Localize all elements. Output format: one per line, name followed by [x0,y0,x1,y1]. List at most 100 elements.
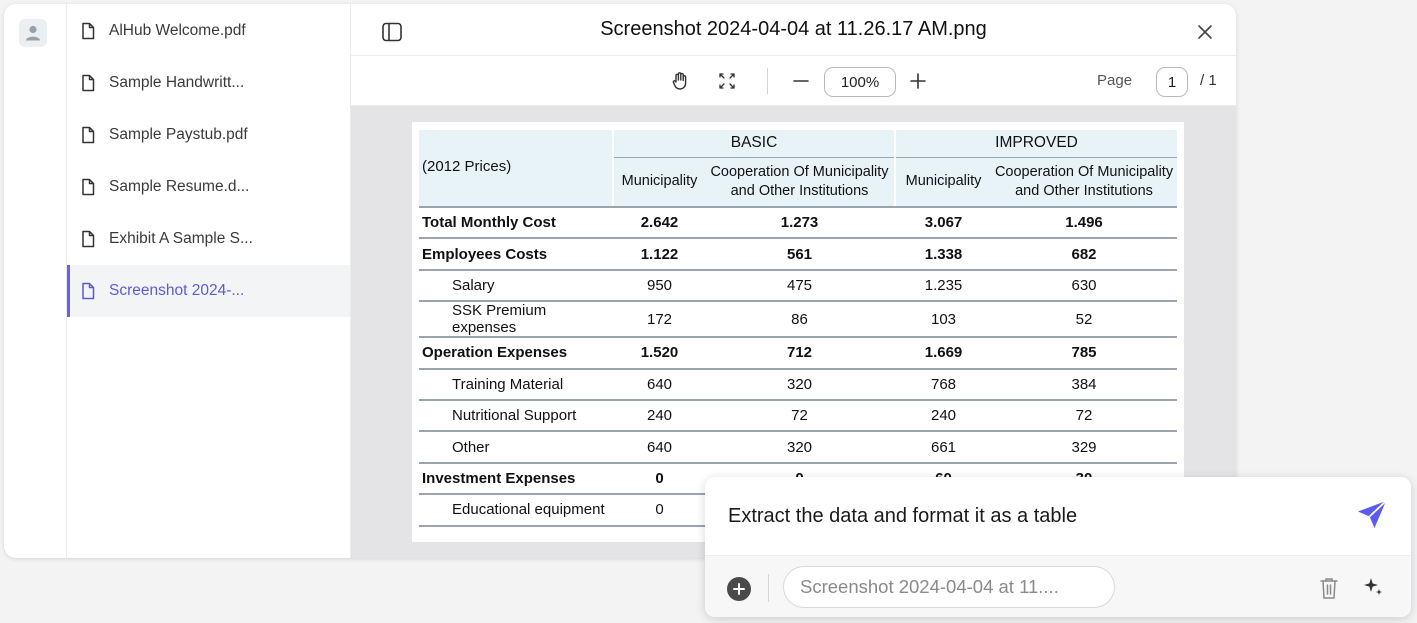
file-name: Sample Paystub.pdf [109,126,248,143]
table-cell: 384 [991,368,1178,401]
table-cell: 52 [991,301,1178,339]
table-cell: 640 [613,431,705,464]
table-row: Employees Costs 1.122 561 1.338 682 [419,238,1178,271]
table-subheader: Municipality [613,157,705,208]
zoom-out-icon[interactable] [789,69,813,93]
table-subheader: Cooperation Of Municipality and Other In… [991,157,1178,208]
table-row: Other 640 320 661 329 [419,431,1178,464]
fit-to-screen-icon[interactable] [715,69,739,93]
row-label: SSK Premium expenses [419,301,614,339]
row-label: Educational equipment [419,494,614,527]
viewer-titlebar: Screenshot 2024-04-04 at 11.26.17 AM.png [351,4,1236,56]
table-cell: 661 [895,431,992,464]
attached-file-chip[interactable]: Screenshot 2024-04-04 at 11.... [783,566,1115,608]
table-cell: 640 [613,368,705,401]
viewer-toolbar: 100% Page 1 / 1 [351,56,1236,106]
table-cell: 561 [705,238,897,271]
table-cell: 950 [613,269,705,303]
table-cell: 1.496 [991,207,1178,240]
zoom-in-icon[interactable] [906,69,930,93]
document-canvas[interactable]: (2012 Prices) BASIC IMPROVED Municipalit… [351,106,1236,558]
table-cell: 1.122 [613,238,705,271]
file-list-item[interactable]: Sample Paystub.pdf [67,109,350,161]
table-cell: 0 [613,462,705,496]
zoom-level-input[interactable]: 100% [824,67,896,97]
file-list-item[interactable]: Screenshot 2024-... [67,265,350,317]
table-cell: 86 [705,301,897,339]
table-cell: 240 [895,399,992,433]
table-row: SSK Premium expenses 172 86 103 52 [419,301,1178,339]
file-name: Sample Handwritt... [109,74,245,91]
chat-popup: Extract the data and format it as a tabl… [705,477,1411,617]
table-cell: 785 [991,337,1178,370]
table-group-header: BASIC [613,130,897,158]
table-group-header: IMPROVED [895,130,1178,158]
table-cell: 172 [613,301,705,339]
file-name: Screenshot 2024-... [109,282,245,299]
table-cell: 103 [895,301,992,339]
document-page: (2012 Prices) BASIC IMPROVED Municipalit… [412,122,1184,542]
table-cell: 72 [991,399,1178,433]
table-cell: 630 [991,269,1178,303]
app-window: AlHub Welcome.pdf Sample Handwritt... Samp… [4,4,1236,558]
pan-hand-icon[interactable] [668,69,692,93]
row-label: Other [419,431,614,464]
file-name: AlHub Welcome.pdf [109,22,246,39]
file-name: Sample Resume.d... [109,178,250,195]
table-cell: 240 [613,399,705,433]
row-label: Operation Expenses [419,337,614,370]
sparkle-icon[interactable] [1361,575,1385,599]
table-cell: 1.273 [705,207,897,240]
chat-prompt-text[interactable]: Extract the data and format it as a tabl… [728,505,1078,527]
table-cell: 3.067 [895,207,992,240]
table-cell: 712 [705,337,897,370]
user-icon [26,25,40,41]
page-number-input[interactable]: 1 [1156,67,1188,97]
trash-icon[interactable] [1317,575,1341,601]
table-cell: 1.235 [895,269,992,303]
sidebar-toggle-icon[interactable] [381,21,403,43]
table-row: Training Material 640 320 768 384 [419,368,1178,401]
file-list-item[interactable]: AlHub Welcome.pdf [67,5,350,57]
table-cell: 72 [705,399,897,433]
table-cell: 475 [705,269,897,303]
document-title: Screenshot 2024-04-04 at 11.26.17 AM.png [600,18,987,40]
table-cell: 0 [613,494,705,527]
page-total: / 1 [1200,72,1217,89]
table-cell: 768 [895,368,992,401]
table-row: Total Monthly Cost 2.642 1.273 3.067 1.496 [419,207,1178,240]
avatar[interactable] [19,19,47,47]
row-label: Employees Costs [419,238,614,271]
account-column [4,4,67,558]
table-cell: 1.338 [895,238,992,271]
document-icon [79,282,97,300]
cost-table: (2012 Prices) BASIC IMPROVED Municipalit… [419,130,1178,527]
file-list-item[interactable]: Exhibit A Sample S... [67,213,350,265]
table-cell: 329 [991,431,1178,464]
document-viewer: Screenshot 2024-04-04 at 11.26.17 AM.png… [351,4,1236,558]
close-icon[interactable] [1194,21,1216,43]
send-icon[interactable] [1355,498,1389,532]
table-cell: 2.642 [613,207,705,240]
row-label: Training Material [419,368,614,401]
toolbar-divider [767,68,768,94]
table-row: Operation Expenses 1.520 712 1.669 785 [419,337,1178,370]
file-list-item[interactable]: Sample Handwritt... [67,57,350,109]
table-subheader: Cooperation Of Municipality and Other In… [705,157,897,208]
page-label: Page [1097,72,1133,89]
chat-footer: Screenshot 2024-04-04 at 11.... [705,555,1411,617]
row-label: Nutritional Support [419,399,614,433]
add-attachment-icon[interactable] [727,577,751,601]
file-list: AlHub Welcome.pdf Sample Handwritt... Samp… [67,4,351,558]
file-list-item[interactable]: Sample Resume.d... [67,161,350,213]
table-corner-label: (2012 Prices) [419,130,614,208]
document-icon [79,74,97,92]
table-subheader: Municipality [895,157,992,208]
row-label: Investment Expenses [419,462,614,496]
table-row: Nutritional Support 240 72 240 72 [419,399,1178,433]
row-label: Salary [419,269,614,303]
table-cell: 320 [705,431,897,464]
table-cell: 1.669 [895,337,992,370]
document-icon [79,178,97,196]
document-icon [79,230,97,248]
